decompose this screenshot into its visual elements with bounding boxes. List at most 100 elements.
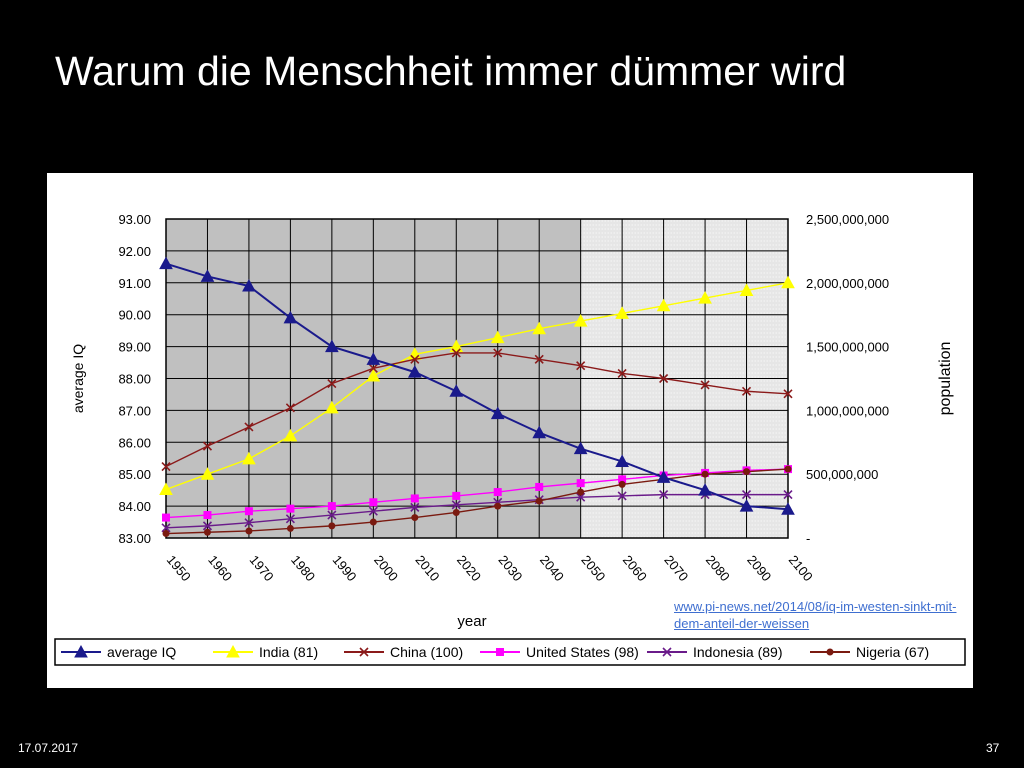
data-point-china-100 bbox=[327, 379, 337, 389]
data-point-china-100 bbox=[617, 368, 627, 378]
data-point-united-states-98 bbox=[162, 513, 170, 522]
y-axis-title: average IQ bbox=[70, 344, 86, 413]
data-point-average-iq bbox=[242, 278, 256, 292]
legend-marker-india-81 bbox=[226, 644, 240, 658]
legend-marker-china-100 bbox=[359, 647, 369, 657]
data-point-china-100 bbox=[410, 354, 420, 364]
x-tick-label: 2080 bbox=[703, 552, 733, 584]
data-point-india-81 bbox=[159, 482, 173, 496]
data-point-average-iq bbox=[615, 454, 629, 467]
data-point-china-100 bbox=[161, 461, 171, 472]
data-point-indonesia-89 bbox=[576, 492, 586, 502]
data-point-nigeria-67 bbox=[701, 470, 709, 478]
data-point-indonesia-89 bbox=[368, 506, 378, 516]
data-point-average-iq bbox=[698, 483, 712, 496]
data-point-indonesia-89 bbox=[410, 502, 420, 512]
y2-tick-label: - bbox=[806, 531, 810, 546]
series-line-china-100 bbox=[165, 352, 789, 468]
data-point-india-81 bbox=[242, 451, 256, 465]
data-point-indonesia-89 bbox=[327, 510, 337, 520]
data-point-india-81 bbox=[200, 467, 215, 480]
data-point-china-100 bbox=[368, 363, 378, 373]
x-tick-label: 1980 bbox=[288, 552, 318, 584]
data-point-united-states-98 bbox=[576, 479, 585, 488]
data-point-indonesia-89 bbox=[202, 521, 213, 531]
y-tick-label: 90.00 bbox=[118, 308, 151, 323]
data-point-china-100 bbox=[534, 354, 544, 364]
series-line-indonesia-89 bbox=[165, 493, 788, 529]
y-tick-label: 87.00 bbox=[118, 403, 151, 418]
data-point-india-81 bbox=[781, 275, 795, 289]
x-tick-label: 2010 bbox=[413, 552, 443, 584]
y2-tick-label: 500,000,000 bbox=[806, 467, 878, 482]
data-point-india-81 bbox=[739, 283, 754, 296]
data-point-average-iq bbox=[200, 269, 215, 282]
legend-label-average-iq: average IQ bbox=[107, 644, 176, 660]
x-tick-label: 2020 bbox=[454, 552, 484, 584]
x-tick-label: 2030 bbox=[495, 552, 525, 584]
data-point-united-states-98 bbox=[203, 511, 212, 520]
chart-frame: 83.00 84.00 85.00 86.00 87.00 88.00 89.00 90.00… bbox=[47, 173, 973, 688]
data-point-nigeria-67 bbox=[203, 528, 211, 536]
data-point-china-100 bbox=[244, 422, 254, 432]
data-point-nigeria-67 bbox=[286, 524, 294, 532]
iq-population-chart: 83.00 84.00 85.00 86.00 87.00 88.00 89.00 90.00… bbox=[54, 212, 966, 666]
y2-tick-label: 2,500,000,000 bbox=[806, 212, 889, 227]
source-link[interactable]: www.pi-news.net/2014/08/iq-im-westen-sin… bbox=[674, 599, 957, 631]
data-point-average-iq bbox=[325, 339, 339, 353]
slide-title: Warum die Menschheit immer dümmer wird bbox=[55, 48, 847, 94]
plot-border bbox=[165, 218, 789, 539]
data-point-nigeria-67 bbox=[452, 508, 460, 516]
legend-marker-average-iq bbox=[74, 644, 88, 658]
data-point-china-100 bbox=[659, 373, 669, 384]
legend-label-indonesia-89: Indonesia (89) bbox=[693, 644, 783, 660]
data-point-united-states-98 bbox=[327, 502, 336, 511]
x-tick-label: 1950 bbox=[164, 552, 194, 584]
data-point-average-iq bbox=[532, 425, 547, 439]
series-line-india-81 bbox=[165, 282, 789, 491]
data-point-average-iq bbox=[366, 352, 381, 365]
data-point-china-100 bbox=[576, 361, 586, 371]
data-point-average-iq bbox=[449, 384, 464, 397]
data-point-average-iq bbox=[739, 499, 754, 512]
data-point-india-81 bbox=[283, 428, 298, 442]
data-point-nigeria-67 bbox=[743, 468, 751, 476]
x-tick-label: 2040 bbox=[537, 552, 567, 584]
data-point-united-states-98 bbox=[369, 498, 378, 507]
data-point-indonesia-89 bbox=[451, 500, 461, 510]
y-tick-label: 88.00 bbox=[118, 372, 151, 387]
x-tick-label: 2060 bbox=[620, 552, 650, 584]
x-tick-label: 1970 bbox=[247, 552, 277, 584]
y-tick-label: 86.00 bbox=[118, 435, 151, 450]
y-tick-label: 85.00 bbox=[118, 467, 151, 482]
data-point-india-81 bbox=[573, 314, 588, 327]
data-point-average-iq bbox=[159, 256, 173, 270]
data-point-indonesia-89 bbox=[783, 490, 793, 500]
data-point-india-81 bbox=[532, 321, 547, 335]
legend-label-united-states-98: United States (98) bbox=[526, 644, 639, 660]
data-point-united-states-98 bbox=[618, 475, 627, 484]
data-point-indonesia-89 bbox=[617, 491, 627, 501]
legend-label-china-100: China (100) bbox=[390, 644, 463, 660]
data-point-united-states-98 bbox=[452, 491, 461, 500]
data-point-china-100 bbox=[700, 380, 710, 390]
legend-marker-united-states-98 bbox=[496, 648, 504, 656]
page-number: 37 bbox=[986, 741, 1000, 755]
data-point-india-81 bbox=[366, 368, 381, 382]
data-point-india-81 bbox=[656, 298, 671, 312]
legend-label-nigeria-67: Nigeria (67) bbox=[856, 644, 929, 660]
data-point-indonesia-89 bbox=[161, 523, 171, 533]
legend-marker-indonesia-89 bbox=[662, 647, 672, 657]
y-tick-label: 93.00 bbox=[118, 212, 151, 227]
data-point-nigeria-67 bbox=[328, 522, 336, 530]
x-axis-title: year bbox=[457, 613, 486, 630]
y-tick-label: 91.00 bbox=[118, 276, 151, 291]
data-point-china-100 bbox=[451, 348, 461, 358]
data-point-indonesia-89 bbox=[285, 514, 295, 524]
y-tick-label: 92.00 bbox=[118, 244, 151, 259]
data-point-nigeria-67 bbox=[369, 518, 377, 526]
data-point-india-81 bbox=[615, 306, 629, 319]
y-tick-label: 89.00 bbox=[118, 340, 151, 355]
data-point-china-100 bbox=[493, 348, 503, 358]
data-point-china-100 bbox=[783, 389, 793, 399]
